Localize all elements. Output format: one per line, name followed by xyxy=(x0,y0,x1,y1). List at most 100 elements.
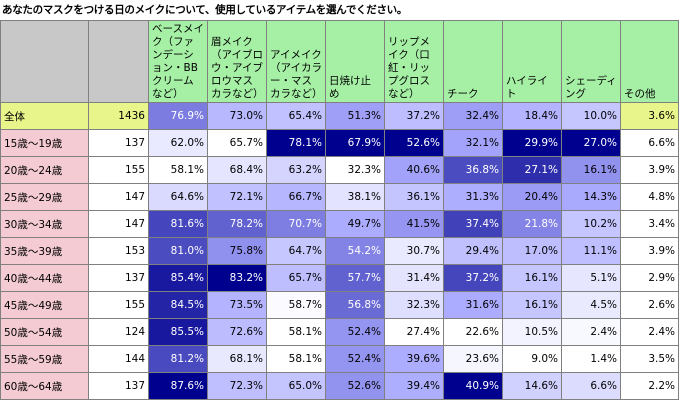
header-blank-label xyxy=(0,20,89,103)
value-cell: 54.2% xyxy=(325,237,385,265)
value-cell: 81.2% xyxy=(148,345,208,373)
row-count: 124 xyxy=(88,318,149,346)
total-row: 全体 1436 76.9% 73.0% 65.4% 51.3% 37.2% 32.4% 18.4… xyxy=(0,102,679,130)
row-count: 147 xyxy=(88,183,149,211)
value-cell: 78.2% xyxy=(207,210,267,238)
row-count: 155 xyxy=(88,156,149,184)
value-cell: 11.1% xyxy=(561,237,621,265)
row-label: 60歳～64歳 xyxy=(0,372,89,400)
row-label: 15歳～19歳 xyxy=(0,129,89,157)
value-cell: 73.5% xyxy=(207,291,267,319)
value-cell: 52.6% xyxy=(384,129,444,157)
value-cell: 84.5% xyxy=(148,291,208,319)
column-header: ベースメイク（ファンデーション・BBクリームなど） xyxy=(148,20,208,103)
value-cell: 32.1% xyxy=(443,129,503,157)
row-label: 50歳～54歳 xyxy=(0,318,89,346)
column-header: 眉メイク（アイブロウ・アイブロウマスカラなど） xyxy=(207,20,267,103)
value-cell: 17.0% xyxy=(502,237,562,265)
value-cell: 65.0% xyxy=(266,372,326,400)
value-cell: 37.2% xyxy=(384,102,444,130)
value-cell: 65.4% xyxy=(266,102,326,130)
value-cell: 64.7% xyxy=(266,237,326,265)
value-cell: 87.6% xyxy=(148,372,208,400)
value-cell: 72.3% xyxy=(207,372,267,400)
value-cell: 29.9% xyxy=(502,129,562,157)
value-cell: 40.6% xyxy=(384,156,444,184)
value-cell: 3.5% xyxy=(620,345,679,373)
value-cell: 32.3% xyxy=(384,291,444,319)
row-label: 40歳～44歳 xyxy=(0,264,89,292)
row-count: 137 xyxy=(88,372,149,400)
table-row: 60歳～64歳 137 87.6% 72.3% 65.0% 52.6% 39.4% 40.9%… xyxy=(0,372,679,400)
value-cell: 62.0% xyxy=(148,129,208,157)
row-label: 30歳～34歳 xyxy=(0,210,89,238)
value-cell: 2.4% xyxy=(620,318,679,346)
value-cell: 63.2% xyxy=(266,156,326,184)
value-cell: 38.1% xyxy=(325,183,385,211)
table-row: 30歳～34歳 147 81.6% 78.2% 70.7% 49.7% 41.5% 37.4%… xyxy=(0,210,679,238)
value-cell: 31.3% xyxy=(443,183,503,211)
value-cell: 85.4% xyxy=(148,264,208,292)
value-cell: 81.6% xyxy=(148,210,208,238)
value-cell: 2.6% xyxy=(620,291,679,319)
value-cell: 20.4% xyxy=(502,183,562,211)
table-row: 55歳～59歳 144 81.2% 68.1% 58.1% 52.4% 39.6% 23.6%… xyxy=(0,345,679,373)
value-cell: 30.7% xyxy=(384,237,444,265)
value-cell: 39.6% xyxy=(384,345,444,373)
value-cell: 29.4% xyxy=(443,237,503,265)
column-header: ハイライト xyxy=(502,20,562,103)
value-cell: 27.1% xyxy=(502,156,562,184)
row-count: 153 xyxy=(88,237,149,265)
value-cell: 14.3% xyxy=(561,183,621,211)
value-cell: 66.7% xyxy=(266,183,326,211)
value-cell: 81.0% xyxy=(148,237,208,265)
value-cell: 72.6% xyxy=(207,318,267,346)
value-cell: 52.4% xyxy=(325,345,385,373)
value-cell: 40.9% xyxy=(443,372,503,400)
value-cell: 16.1% xyxy=(502,291,562,319)
value-cell: 18.4% xyxy=(502,102,562,130)
value-cell: 14.6% xyxy=(502,372,562,400)
value-cell: 37.2% xyxy=(443,264,503,292)
row-label: 20歳～24歳 xyxy=(0,156,89,184)
value-cell: 23.6% xyxy=(443,345,503,373)
value-cell: 58.7% xyxy=(266,291,326,319)
row-count: 1436 xyxy=(88,102,149,130)
value-cell: 22.6% xyxy=(443,318,503,346)
row-label: 35歳～39歳 xyxy=(0,237,89,265)
value-cell: 32.4% xyxy=(443,102,503,130)
value-cell: 6.6% xyxy=(561,372,621,400)
value-cell: 2.4% xyxy=(561,318,621,346)
value-cell: 58.1% xyxy=(148,156,208,184)
table-row: 25歳～29歳 147 64.6% 72.1% 66.7% 38.1% 36.1% 31.3%… xyxy=(0,183,679,211)
column-header: シェーディング xyxy=(561,20,621,103)
value-cell: 78.1% xyxy=(266,129,326,157)
value-cell: 31.4% xyxy=(384,264,444,292)
value-cell: 67.9% xyxy=(325,129,385,157)
value-cell: 32.3% xyxy=(325,156,385,184)
row-count: 137 xyxy=(88,129,149,157)
table-row: 20歳～24歳 155 58.1% 68.4% 63.2% 32.3% 40.6% 36.8%… xyxy=(0,156,679,184)
value-cell: 27.0% xyxy=(561,129,621,157)
row-count: 147 xyxy=(88,210,149,238)
value-cell: 16.1% xyxy=(561,156,621,184)
value-cell: 41.5% xyxy=(384,210,444,238)
value-cell: 3.9% xyxy=(620,237,679,265)
makeup-items-table: ベースメイク（ファンデーション・BBクリームなど） 眉メイク（アイブロウ・アイブロ… xyxy=(0,20,679,400)
column-header: 日焼け止め xyxy=(325,20,385,103)
value-cell: 2.2% xyxy=(620,372,679,400)
value-cell: 36.8% xyxy=(443,156,503,184)
row-label: 55歳～59歳 xyxy=(0,345,89,373)
value-cell: 58.1% xyxy=(266,318,326,346)
row-label: 45歳～49歳 xyxy=(0,291,89,319)
value-cell: 65.7% xyxy=(207,129,267,157)
value-cell: 9.0% xyxy=(502,345,562,373)
value-cell: 72.1% xyxy=(207,183,267,211)
value-cell: 3.4% xyxy=(620,210,679,238)
column-header: その他 xyxy=(620,20,679,103)
column-header: リップメイク（口紅・リップグロスなど） xyxy=(384,20,444,103)
value-cell: 68.4% xyxy=(207,156,267,184)
table-row: 35歳～39歳 153 81.0% 75.8% 64.7% 54.2% 30.7% 29.4%… xyxy=(0,237,679,265)
value-cell: 37.4% xyxy=(443,210,503,238)
value-cell: 10.0% xyxy=(561,102,621,130)
